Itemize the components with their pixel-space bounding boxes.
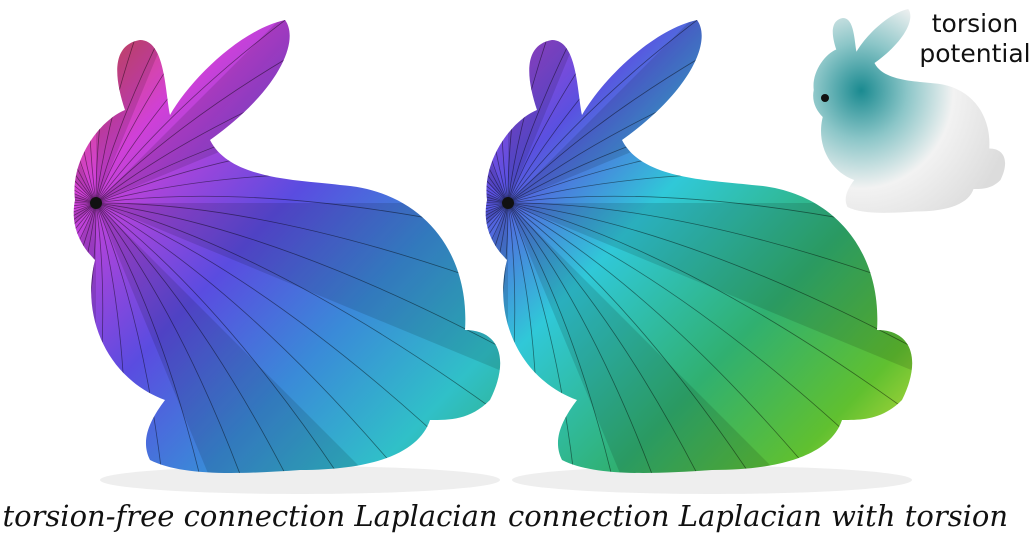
stripe: [73, 202, 97, 473]
stripe: [95, 202, 501, 473]
stripe: [95, 195, 501, 282]
band: [508, 203, 913, 473]
stripe: [507, 20, 738, 204]
stripe: [95, 202, 501, 433]
band: [96, 203, 501, 471]
vertex: [90, 197, 102, 209]
stripe: [485, 20, 509, 204]
eye: [821, 94, 829, 102]
shadow: [100, 466, 500, 494]
stripe: [95, 202, 252, 473]
stripe: [95, 202, 501, 359]
stripe: [73, 202, 97, 473]
band: [96, 20, 501, 203]
stripe: [507, 202, 913, 473]
stripe: [95, 202, 462, 473]
stripe: [485, 20, 509, 204]
stripe: [507, 202, 588, 473]
stripe: [95, 202, 501, 473]
stripe: [95, 20, 501, 204]
stripe: [73, 20, 97, 204]
inset-label: torsion: [932, 9, 1019, 38]
stripe: [73, 202, 97, 473]
stripe: [507, 195, 913, 282]
band: [96, 203, 501, 473]
band: [73, 203, 96, 473]
stripe: [507, 202, 809, 473]
stripe: [507, 202, 913, 473]
stripe: [73, 202, 97, 473]
stripe: [507, 20, 664, 204]
stripe: [507, 202, 738, 473]
inset-label: potential: [919, 39, 1030, 68]
band: [73, 20, 96, 203]
stripe: [95, 202, 326, 473]
stripe: [95, 202, 176, 473]
stripe: [507, 202, 913, 359]
stripe: [507, 202, 913, 473]
caption: torsion-free connection Laplacian: [2, 499, 497, 533]
caption: connection Laplacian with torsion: [508, 499, 1008, 533]
stripe: [95, 202, 501, 473]
stripe: [507, 202, 664, 473]
stripe: [507, 202, 913, 433]
stripe: [95, 20, 252, 204]
stripe: [507, 20, 809, 204]
stripe: [507, 202, 874, 473]
stripe: [95, 20, 501, 204]
stripe: [507, 20, 913, 204]
stripe: [73, 202, 97, 473]
stripe: [485, 20, 509, 204]
stripe: [95, 20, 462, 204]
stripe: [73, 202, 97, 473]
shadow: [512, 466, 912, 494]
band: [73, 203, 96, 473]
stripe: [95, 20, 397, 204]
stripe: [73, 202, 97, 473]
stripe: [507, 20, 913, 204]
stripe: [485, 202, 509, 473]
stripe: [95, 202, 397, 473]
stripe: [507, 20, 874, 204]
stripe: [95, 20, 326, 204]
band: [508, 203, 913, 471]
vertex: [502, 197, 514, 209]
band: [508, 20, 913, 203]
